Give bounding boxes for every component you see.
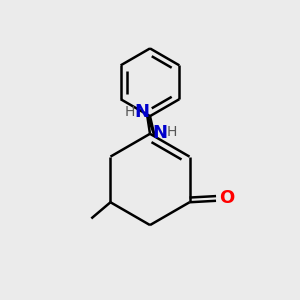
Text: N: N — [152, 124, 167, 142]
Text: H: H — [124, 105, 135, 119]
Text: N: N — [134, 103, 149, 121]
Text: H: H — [167, 125, 177, 139]
Text: O: O — [219, 189, 234, 207]
